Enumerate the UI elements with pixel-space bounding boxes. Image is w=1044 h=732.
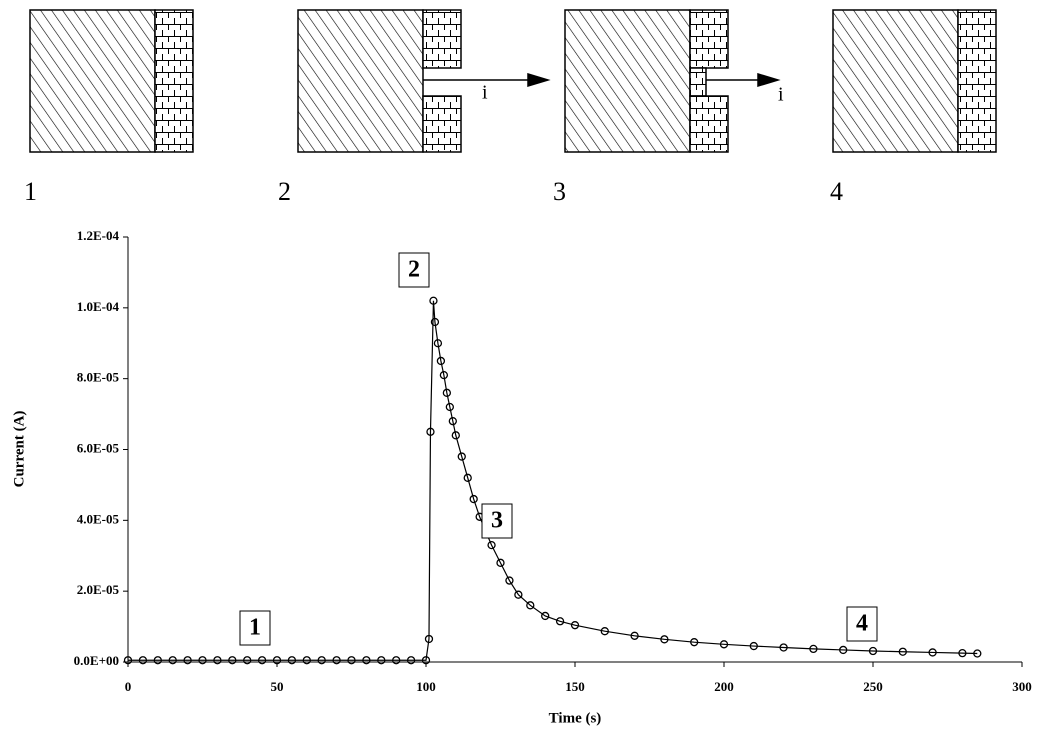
y-tick-label: 1.0E-04 [77,299,120,314]
annotation: 1 [249,615,261,641]
annotation-box [398,252,430,288]
data-point [487,540,496,550]
y-tick-label: 1.2E-04 [77,228,120,243]
annotation: 3 [491,508,503,534]
data-point [332,656,341,665]
y-tick-label: 6.0E-05 [77,440,120,455]
data-point [257,656,267,665]
data-point [555,617,565,626]
data-point [514,590,523,599]
data-point [526,601,535,610]
data-point [973,649,982,658]
data-point [928,648,937,657]
panel [832,9,997,153]
data-point [719,640,729,649]
x-tick-label: 200 [714,679,734,694]
data-point [429,296,438,305]
data-point [600,627,609,636]
data-point [436,356,446,366]
data-point [426,427,435,436]
data-point [630,631,639,640]
data-point [317,656,326,665]
data-point [570,621,580,630]
data-point [749,641,758,651]
data-point [213,656,222,665]
panel-label: 1 [24,177,37,206]
data-point [809,644,818,654]
panel [29,9,194,153]
data-point [243,656,252,665]
current-label: i [482,82,488,104]
data-point [505,576,514,585]
panel-label: 2 [278,177,291,206]
data-point [433,339,443,348]
data-point [457,452,466,461]
x-tick-label: 300 [1012,679,1032,694]
x-tick-label: 250 [863,679,883,694]
annotation: 2 [408,257,420,283]
x-tick-label: 50 [271,679,284,694]
data-point [439,370,449,380]
data-point [302,656,311,665]
y-tick-label: 0.0E+00 [74,653,119,668]
annotation-box [846,606,878,642]
data-point [228,656,237,665]
data-point [839,645,848,655]
data-point [430,317,440,327]
data-point [168,656,177,665]
data-point [958,648,967,658]
data-point [406,656,416,665]
panel-label: 3 [553,177,566,206]
data-point [153,656,162,665]
data-point [445,402,454,412]
data-point [463,473,472,482]
annotation: 4 [856,611,868,637]
data-point [690,638,699,647]
data-point [392,656,401,665]
data-point [272,656,282,665]
data-point [421,656,431,665]
data-point [779,643,788,652]
x-tick-label: 0 [125,679,132,694]
data-point [660,635,669,644]
data-point [868,646,878,656]
x-tick-label: 100 [416,679,436,694]
data-point [377,656,386,665]
panel [564,9,781,153]
y-axis-title: Current (A) [11,411,27,488]
data-point [424,634,434,644]
data-point [183,656,192,665]
data-point [448,417,457,426]
data-point [442,388,452,397]
data-point [138,656,148,665]
current-label: i [778,84,784,106]
data-point [362,656,371,665]
data-point [451,431,460,440]
y-tick-label: 8.0E-05 [77,370,120,385]
data-point [287,656,297,665]
series-line [128,300,978,661]
data-point [123,656,133,665]
diagram [29,9,997,153]
annotation-box [239,610,271,646]
x-axis-title: Time (s) [549,710,602,726]
panel [297,9,551,153]
data-point [541,611,550,621]
data-point [347,656,356,665]
y-tick-label: 2.0E-05 [77,582,120,597]
annotation-box [481,503,513,539]
data-point [898,647,907,656]
data-point [198,656,207,665]
x-tick-label: 150 [565,679,585,694]
y-tick-label: 4.0E-05 [77,511,120,526]
data-point [469,494,478,504]
data-point [496,558,505,567]
panel-label: 4 [830,177,843,206]
